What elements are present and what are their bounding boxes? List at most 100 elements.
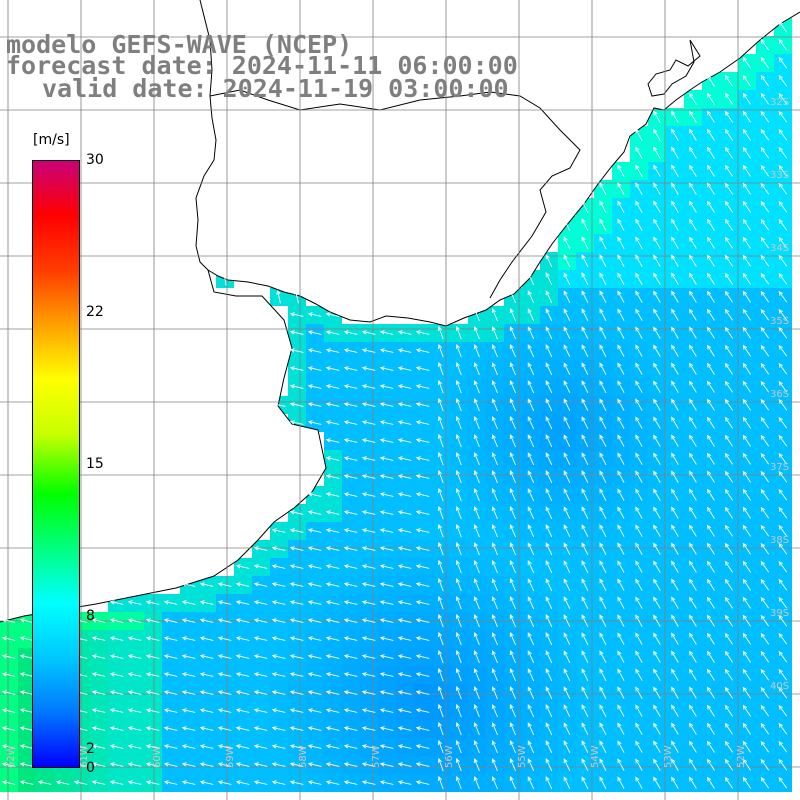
wind-arrow <box>1 708 16 713</box>
wind-arrow <box>760 650 770 663</box>
wind-arrow <box>653 434 661 447</box>
wind-arrow <box>19 726 34 731</box>
wind-arrow <box>325 600 340 605</box>
wind-arrow <box>706 182 715 195</box>
wind-arrow <box>289 690 304 695</box>
wind-arrow <box>127 618 142 623</box>
wind-arrow <box>742 542 751 555</box>
wind-arrow <box>778 164 788 177</box>
wind-arrow <box>509 758 517 772</box>
wind-arrow <box>361 618 376 623</box>
wind-arrow <box>1 618 16 623</box>
wind-arrow <box>724 650 733 663</box>
wind-arrow <box>778 92 788 105</box>
wind-arrow <box>742 74 751 87</box>
wind-arrow <box>437 649 444 664</box>
wind-arrow <box>527 326 535 340</box>
wind-arrow <box>742 524 751 537</box>
wind-arrow <box>163 708 178 713</box>
wind-arrow <box>379 618 394 623</box>
wind-arrow <box>778 290 788 303</box>
wind-arrow <box>307 618 322 623</box>
wind-arrow <box>760 272 770 285</box>
wind-arrow <box>235 636 250 641</box>
wind-arrow <box>599 506 607 520</box>
wind-arrow <box>581 524 589 538</box>
wind-arrow <box>545 560 553 574</box>
wind-arrow <box>455 523 462 538</box>
wind-arrow <box>617 560 625 573</box>
wind-arrow <box>706 722 715 735</box>
wind-arrow <box>509 326 517 340</box>
wind-arrow <box>671 776 679 789</box>
wind-arrow <box>581 236 589 250</box>
wind-arrow <box>653 236 661 249</box>
latitude-label: 32S <box>770 97 789 108</box>
wind-arrow <box>742 686 751 699</box>
wind-arrow <box>473 326 480 340</box>
wind-arrow <box>581 470 589 484</box>
latitude-label: 34S <box>770 243 789 254</box>
wind-arrow <box>127 726 142 731</box>
wind-arrow <box>289 384 304 389</box>
wind-arrow <box>760 542 770 555</box>
wind-arrow <box>437 595 444 610</box>
wind-arrow <box>253 672 268 677</box>
wind-arrow <box>235 762 250 767</box>
wind-arrow <box>181 762 196 767</box>
wind-arrow <box>307 672 322 677</box>
wind-arrow <box>635 758 643 771</box>
wind-arrow <box>689 668 697 681</box>
wind-arrow <box>127 780 142 785</box>
wind-arrow <box>415 438 430 443</box>
wind-arrow <box>581 434 589 448</box>
wind-arrow <box>491 344 498 358</box>
wind-arrow <box>760 776 770 789</box>
wind-arrow <box>397 744 412 749</box>
wind-arrow <box>527 308 535 322</box>
wind-arrow <box>527 272 535 286</box>
wind-arrow <box>415 762 430 767</box>
wind-arrow <box>563 344 571 357</box>
wind-arrow <box>509 506 517 520</box>
wind-arrow <box>163 762 178 767</box>
wind-arrow <box>361 762 376 767</box>
wind-arrow <box>361 600 376 605</box>
wind-arrow <box>653 254 661 267</box>
wind-arrow <box>617 398 625 411</box>
wind-arrow <box>307 654 322 659</box>
wind-arrow <box>724 578 733 591</box>
wind-arrow <box>397 456 412 461</box>
wind-arrow <box>653 308 661 321</box>
wind-arrow <box>760 632 770 645</box>
wind-arrow <box>397 564 412 569</box>
wind-arrow <box>437 523 444 538</box>
wind-arrow <box>455 739 462 754</box>
wind-arrow <box>473 686 480 700</box>
wind-arrow <box>545 596 553 610</box>
wind-arrow <box>527 362 535 376</box>
wind-arrow <box>778 344 788 357</box>
colorbar <box>32 160 80 768</box>
wind-arrow <box>689 92 697 105</box>
wind-arrow <box>55 780 70 785</box>
wind-arrow <box>145 636 160 641</box>
wind-arrow <box>325 744 340 749</box>
wind-arrow <box>635 668 643 681</box>
wind-arrow <box>343 600 358 605</box>
wind-arrow <box>742 254 751 267</box>
wind-arrow <box>509 740 517 754</box>
wind-arrow <box>760 380 770 393</box>
wind-arrow <box>545 632 553 646</box>
wind-arrow <box>581 740 589 754</box>
wind-arrow <box>343 384 358 389</box>
wind-arrow <box>217 708 232 713</box>
wind-arrow <box>581 776 589 790</box>
wind-arrow <box>455 685 462 700</box>
wind-arrow <box>635 164 643 177</box>
wind-arrow <box>653 146 661 159</box>
wind-arrow <box>671 542 679 555</box>
wind-arrow <box>415 744 430 749</box>
wind-arrow <box>778 560 788 573</box>
wind-arrow <box>289 348 304 353</box>
